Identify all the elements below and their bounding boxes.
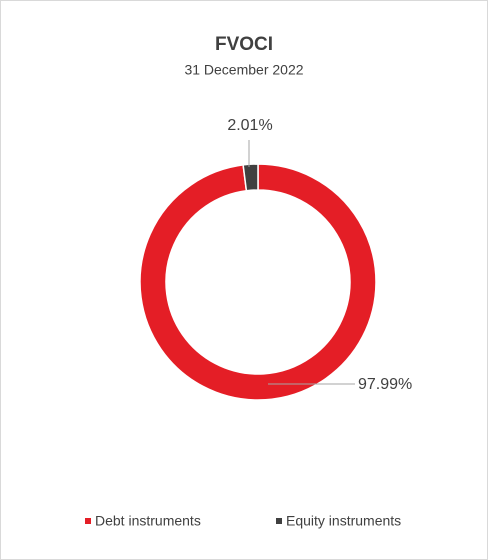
chart-title: FVOCI (215, 34, 273, 55)
donut-segment (139, 163, 377, 401)
legend-label: Debt instruments (95, 513, 201, 529)
chart-subtitle: 31 December 2022 (184, 62, 303, 78)
legend-label: Equity instruments (286, 513, 401, 529)
data-label: 2.01% (227, 117, 272, 134)
legend-swatch (276, 518, 282, 524)
legend-swatch (85, 518, 91, 524)
donut-segment (242, 163, 259, 192)
data-label: 97.99% (358, 376, 412, 393)
